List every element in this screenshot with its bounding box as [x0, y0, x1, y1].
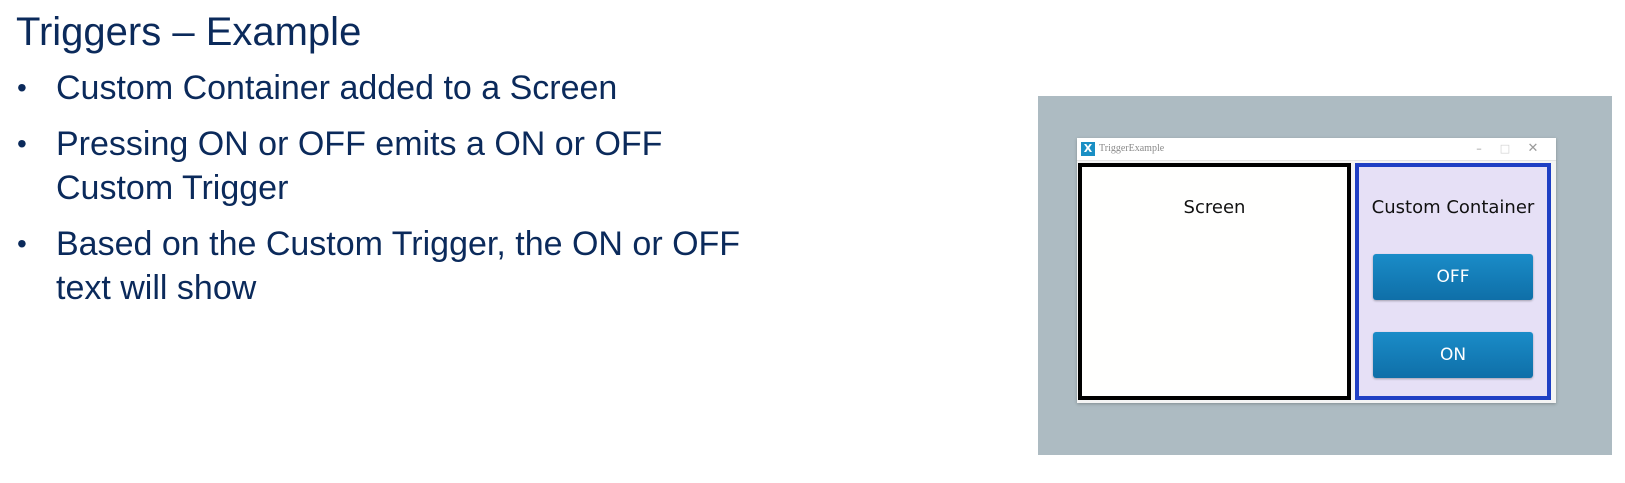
bullet-list: • Custom Container added to a Screen • P… — [14, 66, 854, 322]
app-x-icon: X — [1081, 142, 1095, 156]
bullet-marker: • — [17, 72, 27, 103]
screenshot-panel: X TriggerExample – □ ✕ Screen Custom Con… — [1038, 96, 1612, 455]
bullet-item: • Based on the Custom Trigger, the ON or… — [14, 222, 854, 310]
off-button[interactable]: OFF — [1373, 254, 1533, 300]
maximize-icon[interactable]: □ — [1499, 142, 1511, 155]
bullet-item: • Custom Container added to a Screen — [14, 66, 854, 110]
bullet-marker: • — [17, 228, 27, 259]
bullet-text-continued: Custom Trigger — [56, 169, 289, 207]
screen-label: Screen — [1183, 197, 1246, 218]
custom-container-label: Custom Container — [1371, 197, 1535, 218]
window-titlebar[interactable]: X TriggerExample – □ ✕ — [1077, 138, 1556, 161]
bullet-text: Based on the Custom Trigger, the ON or O… — [56, 225, 741, 263]
screen-area: Screen — [1078, 163, 1351, 400]
bullet-text: Pressing ON or OFF emits a ON or OFF — [56, 125, 663, 163]
bullet-text-continued: text will show — [56, 269, 257, 307]
bullet-marker: • — [17, 128, 27, 159]
bullet-text: Custom Container added to a Screen — [56, 69, 618, 107]
on-button[interactable]: ON — [1373, 332, 1533, 378]
window-title: TriggerExample — [1099, 143, 1165, 154]
minimize-icon[interactable]: – — [1476, 142, 1482, 155]
close-icon[interactable]: ✕ — [1527, 141, 1539, 156]
bullet-item: • Pressing ON or OFF emits a ON or OFF C… — [14, 122, 854, 210]
slide-title: Triggers – Example — [16, 10, 362, 54]
app-window: X TriggerExample – □ ✕ Screen Custom Con… — [1077, 138, 1556, 403]
custom-container: Custom Container OFF ON — [1355, 163, 1551, 400]
